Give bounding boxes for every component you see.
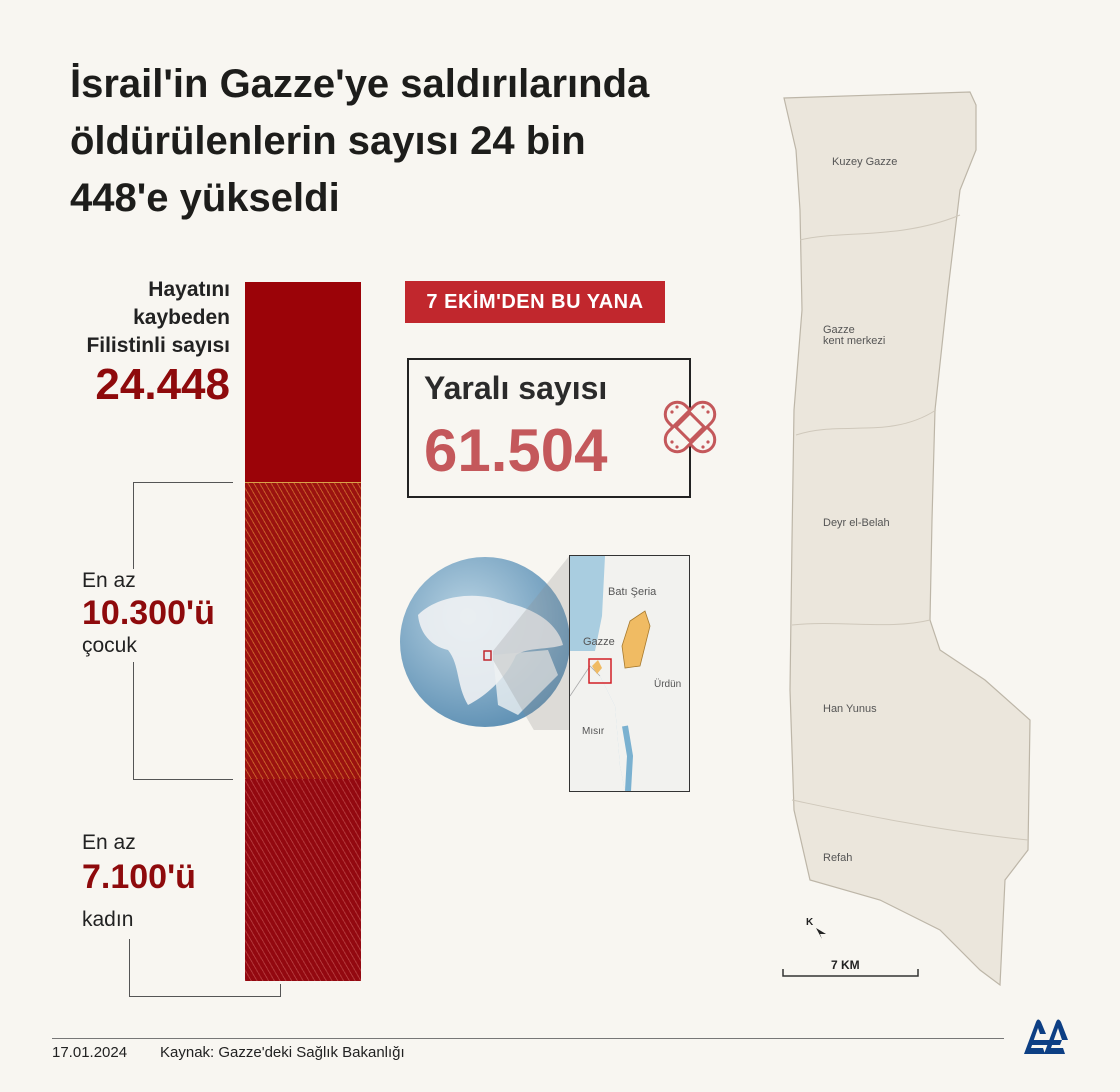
- inset-map: Batı Şeria Gazze Ürdün Mısır: [569, 555, 690, 792]
- title-line: 448'e yükseldi: [70, 176, 340, 220]
- bar-divider: [245, 482, 361, 483]
- women-value: 7.100'ü: [82, 858, 196, 896]
- region-khan-yunis: Han Yunus: [823, 703, 877, 715]
- women-bracket-base: [129, 996, 281, 997]
- total-label-line: Hayatını: [148, 278, 230, 301]
- bar-other-segment: [245, 282, 361, 482]
- women-bracket-tick: [280, 984, 281, 997]
- gaza-strip-map: [783, 91, 1031, 987]
- children-value: 10.300'ü: [82, 594, 215, 632]
- total-label: Hayatını kaybeden Filistinli sayısı: [86, 276, 230, 360]
- region-north-gaza: Kuzey Gazze: [832, 156, 898, 168]
- globe-icon: [400, 555, 570, 730]
- title-line: öldürülenlerin sayısı 24 bin: [70, 119, 586, 163]
- aa-logo-icon: [1024, 1019, 1068, 1054]
- page-title: İsrail'in Gazze'ye saldırılarında öldürü…: [70, 56, 770, 227]
- children-suffix: çocuk: [82, 634, 137, 657]
- inset-label-egypt: Mısır: [582, 726, 605, 737]
- injured-value: 61.504: [424, 417, 608, 484]
- inset-label-jordan: Ürdün: [654, 679, 682, 690]
- region-gaza-city-center: kent merkezi: [823, 335, 886, 347]
- injured-label: Yaralı sayısı: [424, 370, 608, 406]
- children-bracket-line: [133, 482, 233, 483]
- scale-label: 7 KM: [831, 958, 860, 972]
- women-bracket-line: [133, 779, 233, 780]
- women-prefix: En az: [82, 831, 136, 854]
- children-bracket-bottom: [133, 662, 134, 779]
- bandage-icon: [663, 400, 717, 454]
- region-deir-al-balah: Deyr el-Belah: [823, 517, 890, 529]
- total-label-line: kaybeden: [133, 306, 230, 329]
- north-label: K: [806, 917, 814, 928]
- north-arrow-icon: [816, 928, 826, 939]
- bar-children-segment: [245, 482, 361, 779]
- women-bracket-bottom: [129, 939, 130, 996]
- bar-women-segment: [245, 779, 361, 981]
- region-gaza-city: Gazze: [823, 324, 855, 336]
- since-badge: 7 EKİM'DEN BU YANA: [405, 281, 665, 323]
- footer-divider: [52, 1038, 1004, 1039]
- children-bracket-top: [133, 482, 134, 569]
- inset-label-gaza: Gazze: [583, 636, 615, 648]
- women-suffix: kadın: [82, 908, 134, 931]
- children-prefix: En az: [82, 569, 136, 592]
- title-line: İsrail'in Gazze'ye saldırılarında: [70, 62, 650, 106]
- footer-source: Kaynak: Gazze'deki Sağlık Bakanlığı: [160, 1044, 405, 1061]
- region-rafah: Refah: [823, 852, 853, 864]
- injured-box: [407, 358, 691, 498]
- inset-label-west-bank: Batı Şeria: [608, 586, 657, 598]
- total-value: 24.448: [95, 360, 230, 409]
- inset-map-graphic: [570, 556, 689, 791]
- scale-bar: [782, 969, 919, 977]
- total-label-line: Filistinli sayısı: [86, 334, 230, 357]
- footer-date: 17.01.2024: [52, 1044, 128, 1061]
